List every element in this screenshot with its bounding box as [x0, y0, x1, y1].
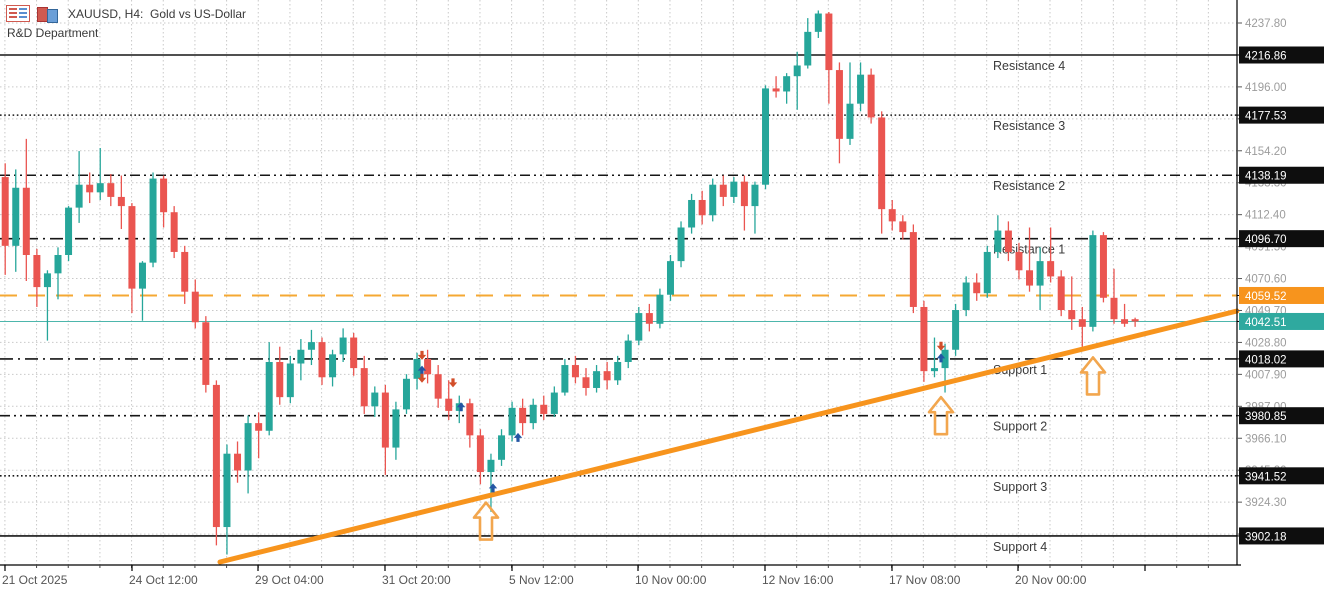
svg-text:4196.00: 4196.00 — [1245, 82, 1287, 94]
big-up-arrow-icon — [927, 395, 955, 436]
sr-label-support-2: Support 2 — [993, 420, 1047, 434]
svg-text:4007.90: 4007.90 — [1245, 369, 1287, 381]
buy-arrow-icon — [936, 353, 946, 363]
price-badge-label: 4059.52 — [1245, 291, 1287, 303]
time-label: 24 Oct 12:00 — [129, 573, 198, 587]
candles — [1, 10, 1139, 555]
price-axis-labels: 4237.804216.904196.004175.104154.204133.… — [1237, 18, 1287, 541]
time-label: 20 Nov 00:00 — [1015, 573, 1087, 587]
chart-list-icon — [6, 5, 30, 22]
sell-arrow-icon — [417, 350, 427, 360]
price-badge-label: 4018.02 — [1245, 354, 1287, 366]
svg-text:4237.80: 4237.80 — [1245, 18, 1287, 30]
time-label: 21 Oct 2025 — [2, 573, 68, 587]
time-label: 12 Nov 16:00 — [762, 573, 834, 587]
price-badge — [1239, 350, 1324, 368]
svg-text:4070.60: 4070.60 — [1245, 274, 1287, 286]
price-badge-label: 4096.70 — [1245, 234, 1287, 246]
sr-label-resistance-2: Resistance 2 — [993, 179, 1065, 193]
svg-text:3924.30: 3924.30 — [1245, 497, 1287, 509]
sell-arrow-icon — [417, 373, 427, 383]
price-badge — [1239, 286, 1324, 304]
price-badge — [1239, 46, 1324, 64]
time-label: 17 Nov 08:00 — [889, 573, 961, 587]
chart-header: XAUUSD, H4: Gold vs US-Dollar — [6, 5, 247, 23]
time-label: 10 Nov 00:00 — [635, 573, 707, 587]
chart-subtitle: R&D Department — [7, 26, 99, 40]
price-badge-label: 4177.53 — [1245, 111, 1287, 123]
signal-markers — [417, 341, 946, 493]
sell-arrow-icon — [448, 378, 458, 388]
price-badge — [1239, 230, 1324, 248]
time-axis-labels: 21 Oct 2025 24 Oct 12:00 29 Oct 04:00 31 Oc… — [2, 565, 1209, 587]
price-badge — [1239, 467, 1324, 485]
svg-text:4112.40: 4112.40 — [1245, 210, 1286, 222]
chart-title: XAUUSD, H4: Gold vs US-Dollar — [68, 6, 247, 21]
big-up-arrow-icon — [472, 501, 500, 541]
candlestick-chart-icon — [36, 6, 58, 23]
price-badge-label: 4216.86 — [1245, 51, 1287, 63]
sr-label-resistance-4: Resistance 4 — [993, 59, 1065, 73]
price-badge — [1239, 106, 1324, 124]
big-up-arrow-icon — [1079, 356, 1107, 396]
buy-arrow-icon — [488, 483, 498, 493]
price-badge — [1239, 166, 1324, 184]
price-badges: 4216.86 4177.53 4138.19 4096.70 4059.52 4042.… — [1237, 46, 1324, 545]
svg-text:3966.10: 3966.10 — [1245, 433, 1287, 445]
price-badge-label: 4138.19 — [1245, 171, 1287, 183]
buy-arrow-icon — [417, 365, 427, 375]
time-label: 5 Nov 12:00 — [509, 573, 574, 587]
time-label: 29 Oct 04:00 — [255, 573, 324, 587]
svg-text:4028.80: 4028.80 — [1245, 337, 1287, 349]
price-badge — [1239, 312, 1324, 330]
price-badge-label: 3941.52 — [1245, 471, 1287, 483]
price-badge — [1239, 407, 1324, 425]
svg-text:4154.20: 4154.20 — [1245, 146, 1287, 158]
price-badge-label: 4042.51 — [1245, 317, 1287, 329]
buy-arrow-icon — [513, 432, 523, 442]
price-badge — [1239, 527, 1324, 545]
sr-label-resistance-3: Resistance 3 — [993, 119, 1065, 133]
price-badge-label: 3980.85 — [1245, 411, 1287, 423]
buy-arrow-icon — [456, 402, 466, 412]
time-label: 31 Oct 20:00 — [382, 573, 451, 587]
big-signal-arrows — [472, 356, 1107, 541]
sr-label-support-4: Support 4 — [993, 540, 1047, 554]
trendline[interactable] — [217, 308, 1240, 565]
sell-arrow-icon — [936, 341, 946, 351]
sr-label-support-3: Support 3 — [993, 480, 1047, 494]
price-badge-label: 3902.18 — [1245, 531, 1287, 543]
